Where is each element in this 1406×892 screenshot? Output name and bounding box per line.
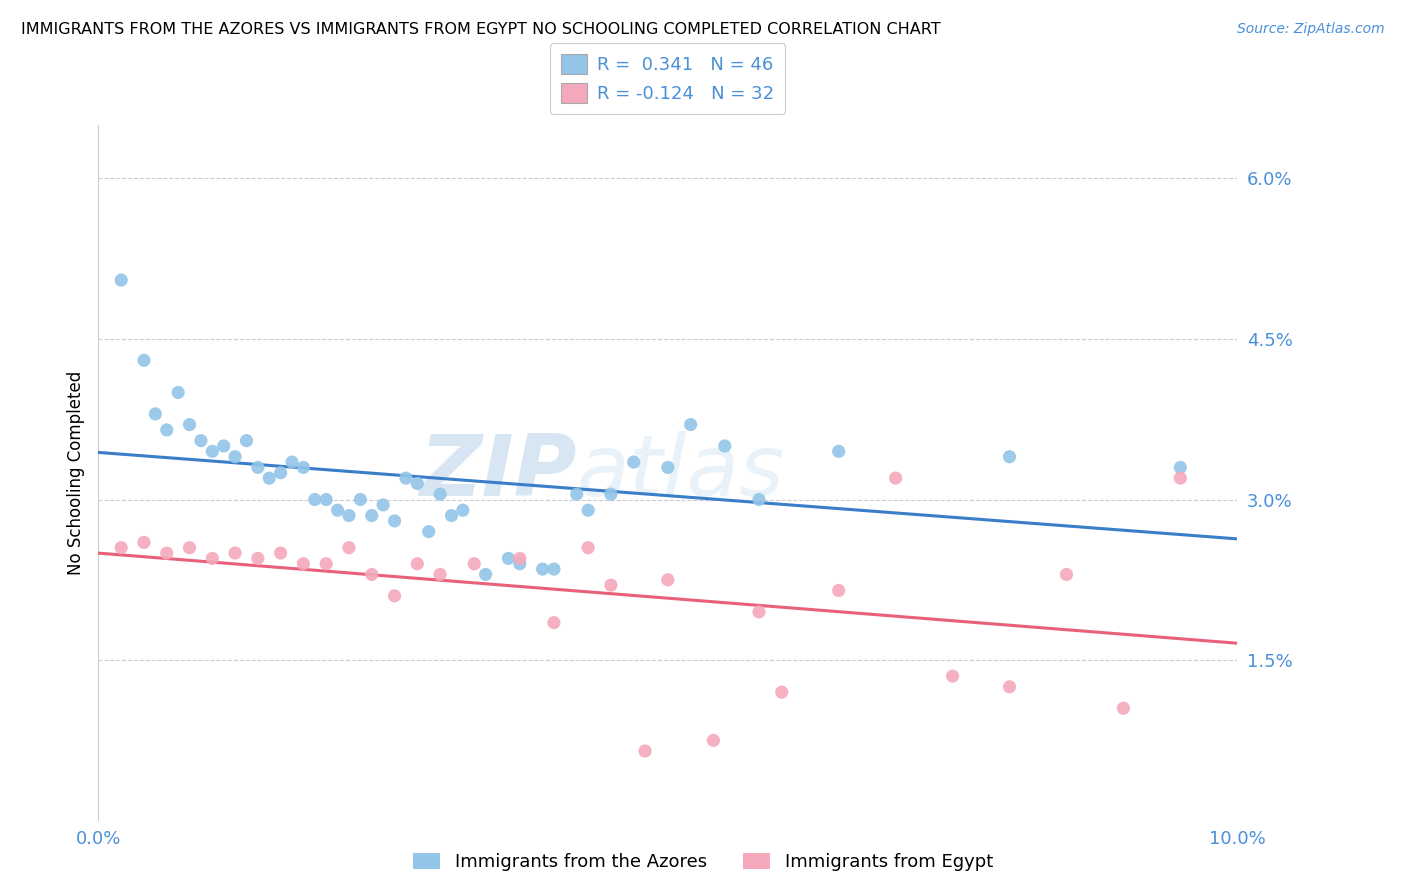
Point xyxy=(576,503,599,517)
Point xyxy=(156,546,179,560)
Text: ZIP: ZIP xyxy=(419,431,576,515)
Point xyxy=(406,476,429,491)
Point xyxy=(600,487,623,501)
Point xyxy=(828,444,851,458)
Point xyxy=(543,562,565,576)
Point xyxy=(623,455,645,469)
Point xyxy=(132,535,155,549)
Point xyxy=(337,508,360,523)
Point xyxy=(1170,460,1192,475)
Point xyxy=(509,551,531,566)
Point xyxy=(315,557,337,571)
Point xyxy=(509,557,531,571)
Point xyxy=(110,273,132,287)
Point xyxy=(201,444,224,458)
Point xyxy=(360,508,382,523)
Point xyxy=(156,423,179,437)
Point xyxy=(384,589,406,603)
Point xyxy=(132,353,155,368)
Point xyxy=(246,551,269,566)
Point xyxy=(657,460,679,475)
Point xyxy=(440,508,463,523)
Point xyxy=(714,439,737,453)
Point xyxy=(463,557,485,571)
Point xyxy=(292,460,315,475)
Point xyxy=(657,573,679,587)
Point xyxy=(145,407,167,421)
Point xyxy=(384,514,406,528)
Point xyxy=(224,546,246,560)
Point xyxy=(315,492,337,507)
Point xyxy=(224,450,246,464)
Point xyxy=(246,460,269,475)
Point xyxy=(259,471,281,485)
Point xyxy=(543,615,565,630)
Point xyxy=(110,541,132,555)
Text: atlas: atlas xyxy=(576,431,785,515)
Point xyxy=(212,439,235,453)
Point xyxy=(942,669,965,683)
Point xyxy=(349,492,371,507)
Y-axis label: No Schooling Completed: No Schooling Completed xyxy=(66,371,84,574)
Point xyxy=(998,680,1021,694)
Point xyxy=(565,487,588,501)
Point xyxy=(406,557,429,571)
Point xyxy=(884,471,907,485)
Point xyxy=(531,562,554,576)
Point xyxy=(270,466,292,480)
Point xyxy=(371,498,394,512)
Point xyxy=(748,492,770,507)
Point xyxy=(190,434,212,448)
Point xyxy=(360,567,382,582)
Point xyxy=(1056,567,1078,582)
Point xyxy=(270,546,292,560)
Point xyxy=(1112,701,1135,715)
Point xyxy=(451,503,474,517)
Point xyxy=(281,455,304,469)
Point xyxy=(679,417,702,432)
Point xyxy=(395,471,418,485)
Point xyxy=(474,567,496,582)
Point xyxy=(201,551,224,566)
Point xyxy=(179,541,201,555)
Point xyxy=(998,450,1021,464)
Point xyxy=(326,503,349,517)
Point xyxy=(634,744,657,758)
Point xyxy=(292,557,315,571)
Point xyxy=(429,567,451,582)
Legend: R =  0.341   N = 46, R = -0.124   N = 32: R = 0.341 N = 46, R = -0.124 N = 32 xyxy=(550,44,786,114)
Point xyxy=(770,685,793,699)
Text: Source: ZipAtlas.com: Source: ZipAtlas.com xyxy=(1237,22,1385,37)
Legend: Immigrants from the Azores, Immigrants from Egypt: Immigrants from the Azores, Immigrants f… xyxy=(406,846,1000,879)
Text: IMMIGRANTS FROM THE AZORES VS IMMIGRANTS FROM EGYPT NO SCHOOLING COMPLETED CORRE: IMMIGRANTS FROM THE AZORES VS IMMIGRANTS… xyxy=(21,22,941,37)
Point xyxy=(702,733,724,747)
Point xyxy=(576,541,599,555)
Point xyxy=(828,583,851,598)
Point xyxy=(600,578,623,592)
Point xyxy=(167,385,190,400)
Point xyxy=(429,487,451,501)
Point xyxy=(179,417,201,432)
Point xyxy=(337,541,360,555)
Point xyxy=(304,492,326,507)
Point xyxy=(748,605,770,619)
Point xyxy=(235,434,257,448)
Point xyxy=(498,551,520,566)
Point xyxy=(1170,471,1192,485)
Point xyxy=(418,524,440,539)
